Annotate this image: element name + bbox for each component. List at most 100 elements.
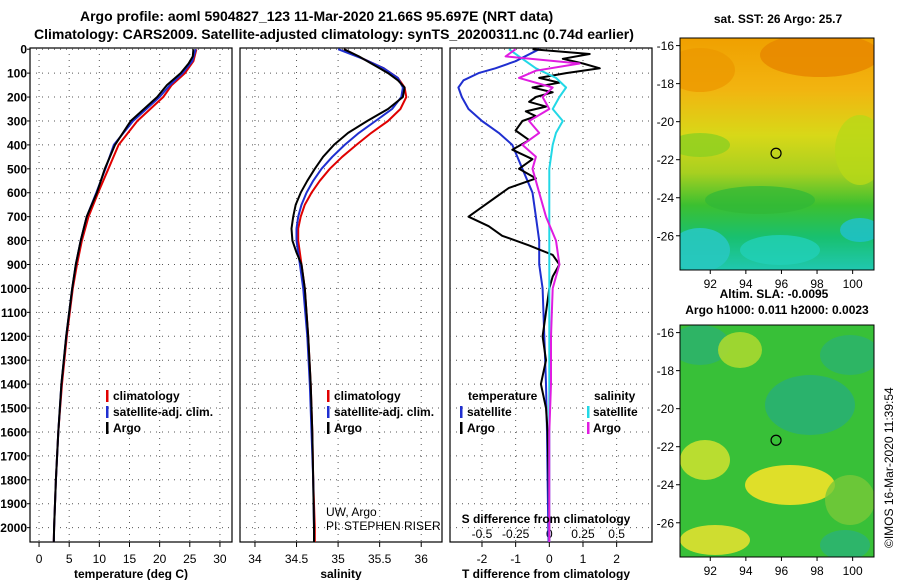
legend-swatch-climatology — [106, 390, 109, 402]
x-tick-label: -1 — [510, 552, 521, 566]
x-tick-label: 25 — [183, 552, 197, 566]
depth-tick-label: 1300 — [0, 354, 27, 368]
s-difference-axis-label: S difference from climatology — [462, 512, 631, 526]
x-tick-label: -2 — [477, 552, 488, 566]
figure-title-line-2: Climatology: CARS2009. Satellite-adjuste… — [34, 26, 634, 42]
depth-tick-label: 200 — [7, 91, 27, 105]
map-y-tick-label: -16 — [657, 326, 675, 340]
depth-tick-label: 1100 — [1, 306, 27, 320]
series-line-satellite-adj-clim- — [52, 48, 197, 543]
temperature-panel-frame — [29, 47, 233, 543]
map-y-tick-label: -26 — [657, 516, 675, 530]
legend-label-satellite-adj: satellite-adj. clim. — [113, 405, 213, 419]
depth-tick-label: 1800 — [0, 473, 27, 487]
depth-tick-label: 1900 — [0, 497, 27, 511]
temperature-legend: climatology satellite-adj. clim. Argo — [106, 389, 213, 435]
series-line-argo — [52, 49, 195, 543]
sla-map-title: Altim. SLA: -0.0095 — [720, 287, 829, 301]
depth-tick-label: 1600 — [0, 425, 27, 439]
legend-label-t-satellite: satellite — [467, 405, 512, 419]
sla-map-frame — [679, 324, 875, 558]
sla-map-axes: 92 94 96 98 100 -16 -18 -20 -22 -24 -26 — [657, 326, 863, 578]
legend-swatch-climatology — [327, 390, 330, 402]
legend-swatch-argo — [106, 422, 109, 434]
map-y-tick-label: -22 — [657, 153, 675, 167]
legend-swatch-satellite-adj — [106, 406, 109, 418]
x-tick-label: 2 — [613, 552, 620, 566]
imos-credit: ©IMOS 16-Mar-2020 11:39:54 — [882, 387, 896, 548]
x-tick-label: 15 — [123, 552, 137, 566]
x-tick-label: 5 — [66, 552, 73, 566]
series-line-t-argo — [467, 48, 601, 542]
profile-series — [52, 48, 601, 543]
map-y-tick-label: -18 — [657, 77, 675, 91]
legend-swatch-t-argo — [460, 422, 463, 434]
depth-tick-label: 700 — [7, 210, 27, 224]
sst-map-frame — [679, 37, 875, 271]
x-tick-label: 20 — [153, 552, 167, 566]
sst-argo-position-marker — [770, 147, 782, 159]
map-x-tick-label: 92 — [704, 277, 718, 291]
depth-tick-label: 1500 — [0, 402, 27, 416]
x-tick-label: 34.5 — [285, 552, 309, 566]
map-x-tick-label: 98 — [810, 564, 824, 578]
sst-map-title: sat. SST: 26 Argo: 25.7 — [714, 12, 843, 26]
legend-heading-temperature: temperature — [468, 389, 538, 403]
depth-tick-label: 100 — [7, 67, 27, 81]
s-diff-tick-label: 0.25 — [571, 527, 595, 541]
gridlines — [30, 48, 652, 542]
legend-label-climatology: climatology — [113, 389, 180, 403]
temperature-axis-label: temperature (deg C) — [74, 567, 188, 580]
depth-tick-label: 0 — [20, 43, 27, 57]
legend-label-argo: Argo — [113, 421, 141, 435]
map-y-tick-label: -24 — [657, 478, 675, 492]
sst-map-axes: 92 94 96 98 100 -16 -18 -20 -22 -24 -26 — [657, 39, 863, 291]
x-axes: 0 5 10 15 20 25 30 34 34.5 35 35.5 36 -2 -1 0 1 2 -0.5 -0.… — [36, 527, 626, 566]
map-x-tick-label: 98 — [810, 277, 824, 291]
map-x-tick-label: 96 — [775, 277, 789, 291]
x-tick-label: 0 — [546, 552, 553, 566]
depth-tick-label: 1200 — [0, 330, 27, 344]
legend-heading-salinity: salinity — [594, 389, 636, 403]
x-tick-label: 30 — [213, 552, 227, 566]
salinity-axis-label: salinity — [320, 567, 362, 580]
x-tick-label: 10 — [93, 552, 107, 566]
s-diff-tick-label: 0.5 — [608, 527, 625, 541]
depth-axis: 0 100 200 300 400 500 600 700 800 900 1000 1100 1200… — [0, 43, 30, 535]
depth-tick-label: 500 — [7, 162, 27, 176]
legend-label-s-argo: Argo — [593, 421, 621, 435]
series-line-s-argo — [504, 48, 581, 542]
salinity-annotation-owner: UW, Argo — [326, 505, 377, 519]
series-line-climatology — [297, 48, 408, 542]
map-y-tick-label: -20 — [657, 115, 675, 129]
salinity-annotation-pi: PI: STEPHEN RISER — [326, 519, 441, 533]
salinity-legend: climatology satellite-adj. clim. Argo — [327, 389, 434, 435]
map-y-tick-label: -16 — [657, 39, 675, 53]
difference-axis-label: T difference from climatology — [462, 567, 630, 580]
legend-label-satellite-adj: satellite-adj. clim. — [334, 405, 434, 419]
series-line-t-satellite — [457, 48, 550, 543]
map-x-tick-label: 94 — [739, 277, 753, 291]
legend-label-climatology: climatology — [334, 389, 401, 403]
map-y-tick-label: -18 — [657, 364, 675, 378]
series-line-climatology — [52, 48, 198, 543]
sst-map-field — [680, 38, 874, 270]
depth-tick-label: 1700 — [0, 449, 27, 463]
x-tick-label: 34 — [248, 552, 262, 566]
map-x-tick-label: 94 — [739, 564, 753, 578]
depth-tick-label: 2000 — [0, 521, 27, 535]
x-tick-label: 35.5 — [368, 552, 392, 566]
map-y-tick-label: -24 — [657, 191, 675, 205]
legend-swatch-satellite-adj — [327, 406, 330, 418]
map-x-tick-label: 100 — [843, 277, 863, 291]
legend-swatch-s-argo — [587, 422, 590, 434]
x-tick-label: 0 — [36, 552, 43, 566]
sla-map-field — [680, 325, 874, 557]
x-tick-label: 35 — [331, 552, 345, 566]
sla-map-subtitle: Argo h1000: 0.011 h2000: 0.0023 — [685, 303, 869, 317]
x-tick-label: 36 — [415, 552, 429, 566]
legend-swatch-argo — [327, 422, 330, 434]
depth-tick-label: 1400 — [0, 378, 27, 392]
depth-tick-label: 600 — [7, 186, 27, 200]
